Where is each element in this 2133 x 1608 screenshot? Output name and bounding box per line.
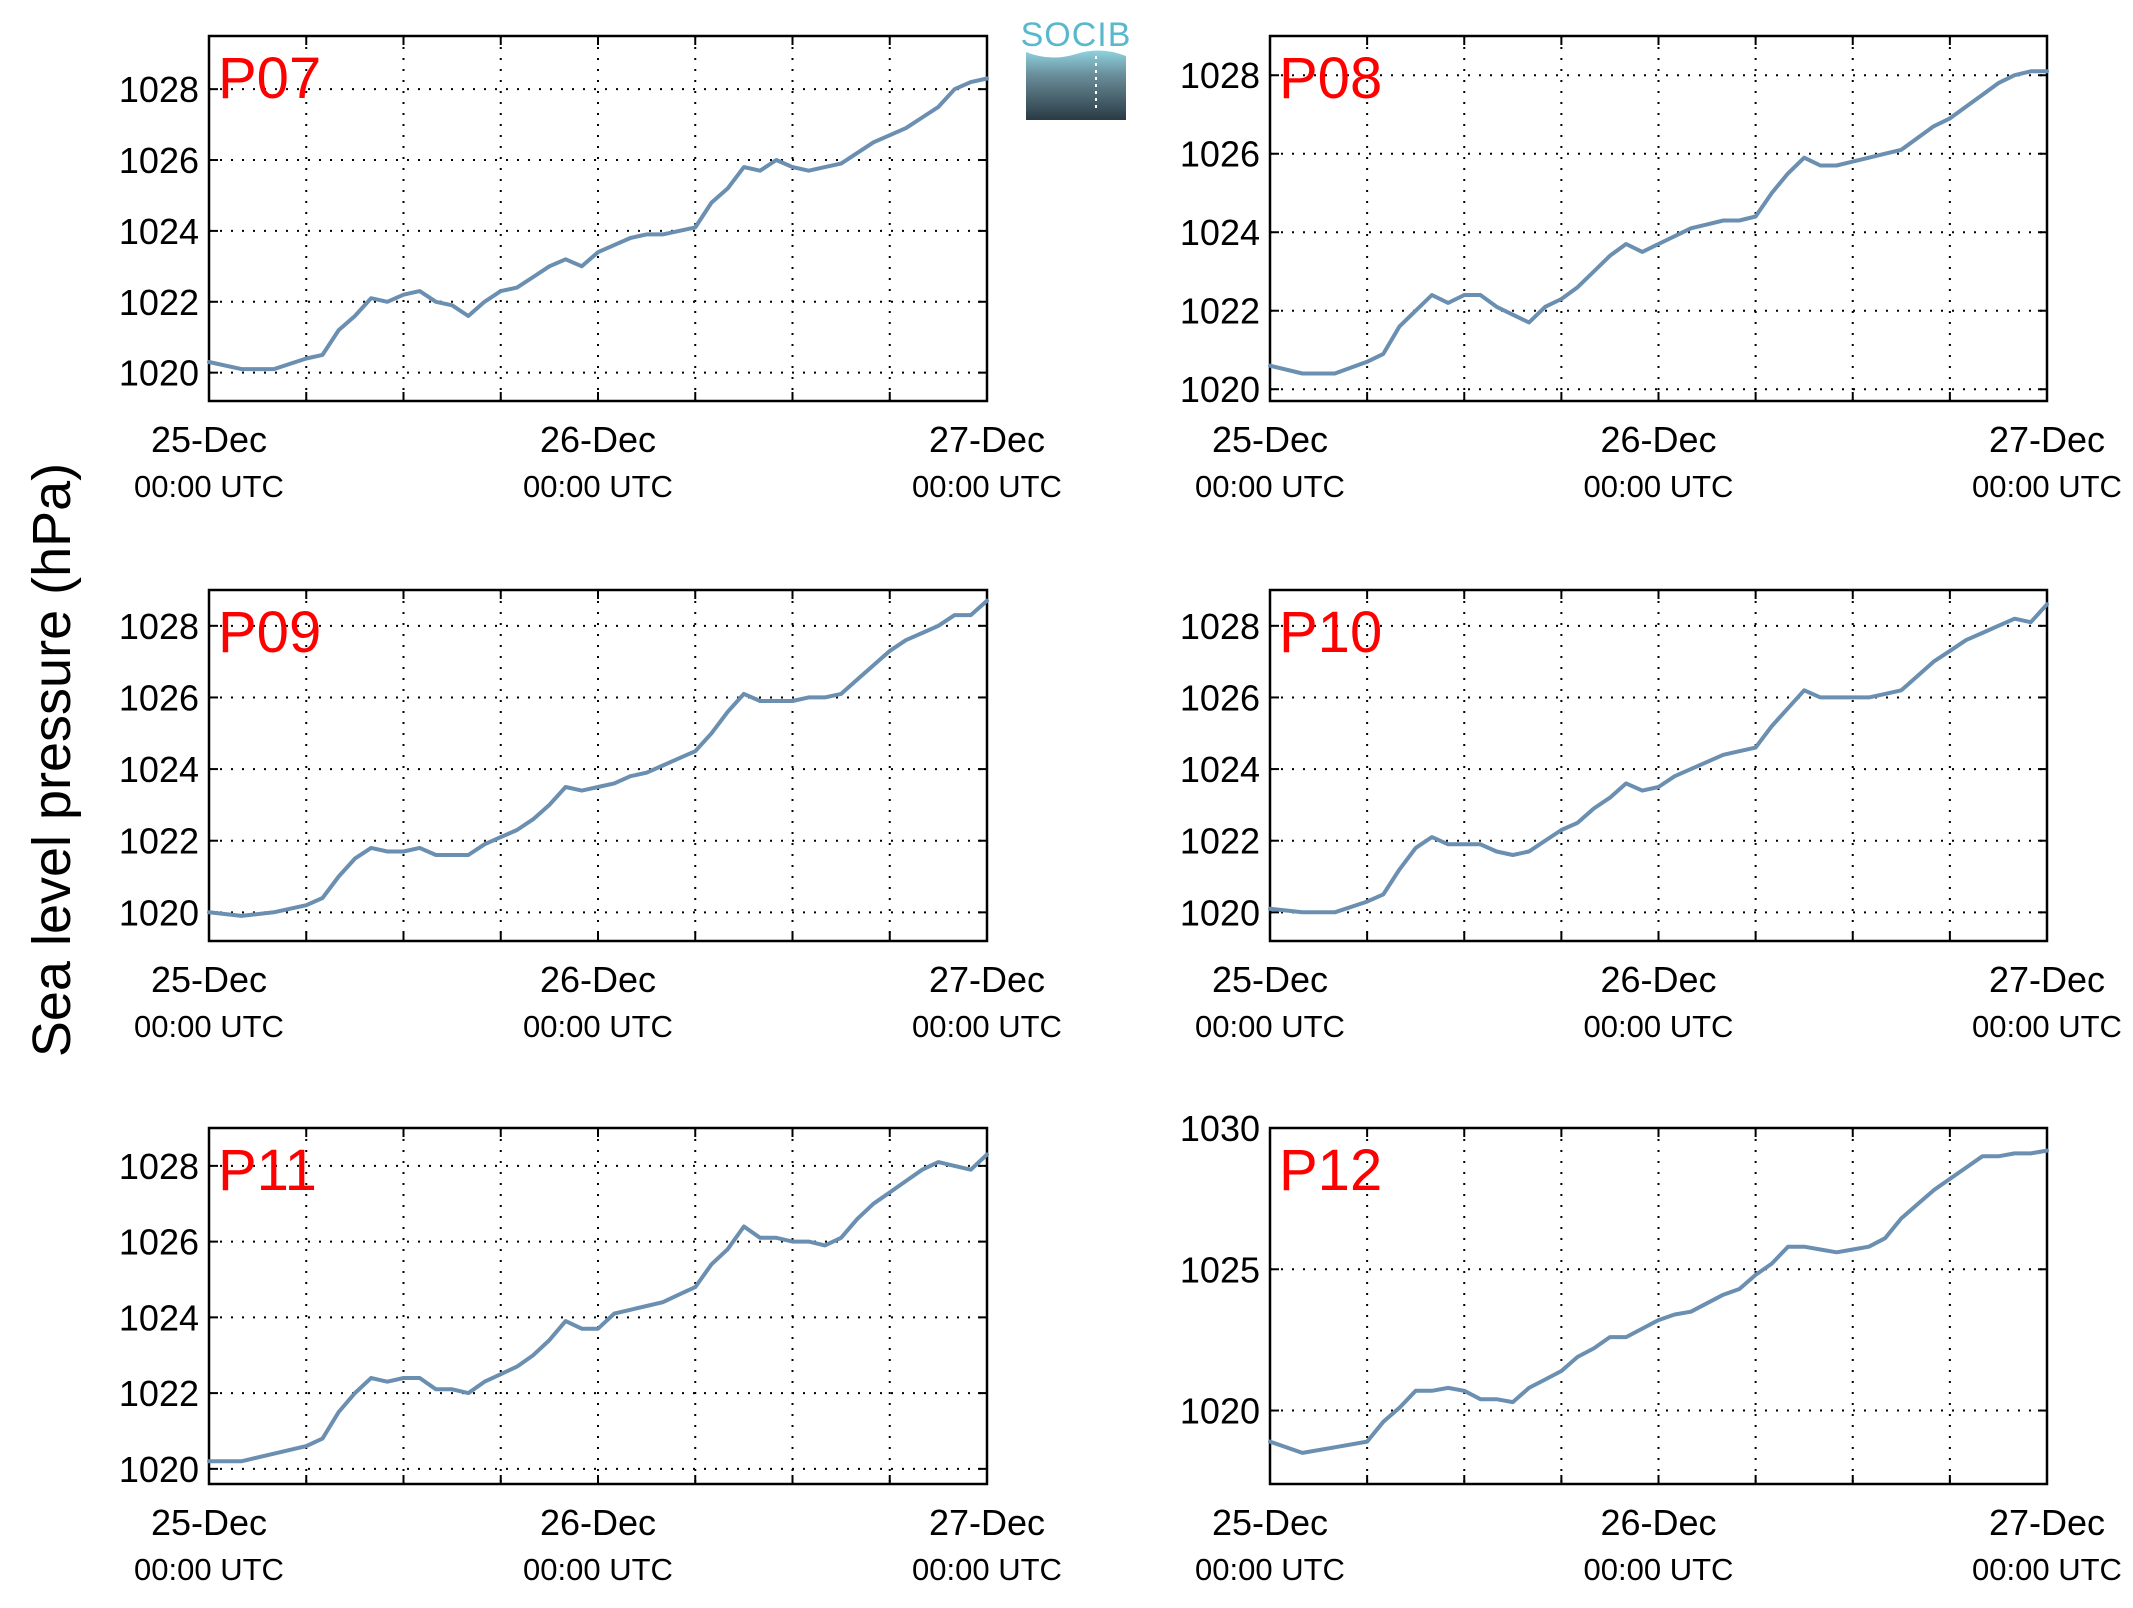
series-line [207,1152,989,1464]
y-tick-label: 1030 [1180,1108,1260,1149]
series-line [1268,1148,2049,1455]
x-tick-label-date: 26-Dec [540,959,656,1000]
x-tick-label-time: 00:00 UTC [134,1552,284,1587]
x-tick-label-date: 25-Dec [1212,1502,1328,1543]
y-tick-label: 1024 [119,749,199,790]
y-tick-label: 1022 [1180,291,1260,332]
x-tick-label-date: 27-Dec [929,959,1045,1000]
x-tick-label-time: 00:00 UTC [1195,1009,1345,1044]
y-tick-label: 1020 [1180,892,1260,933]
x-tick-label-date: 27-Dec [929,419,1045,460]
x-tick-label-time: 00:00 UTC [1584,469,1734,504]
logo-wave-shape [1026,50,1126,120]
panel-p09: 1020 1022 1024 1026 1028 25-Dec 00:00 UTC 26-De… [119,588,1062,1044]
y-tick-label: 1028 [119,1146,199,1187]
y-tick-label: 1020 [1180,1391,1260,1432]
y-tick-label: 1022 [1180,821,1260,862]
x-tick-label-time: 00:00 UTC [1584,1009,1734,1044]
x-tick-label-date: 25-Dec [151,419,267,460]
y-tick-label: 1026 [1180,134,1260,175]
x-tick-label-time: 00:00 UTC [1972,1009,2122,1044]
y-tick-label: 1026 [119,140,199,181]
series-line [207,76,989,372]
x-tick-label-time: 00:00 UTC [1195,469,1345,504]
x-tick-label-date: 26-Dec [1600,419,1716,460]
y-tick-label: 1026 [1180,677,1260,718]
plot-frame [207,34,989,403]
y-tick-label: 1022 [119,821,199,862]
x-tick-label-time: 00:00 UTC [523,1009,673,1044]
series-line [1268,602,2049,915]
y-tick-label: 1024 [119,211,199,252]
x-tick-label-date: 26-Dec [540,419,656,460]
panel-label: P10 [1279,600,1382,665]
x-tick-label-date: 25-Dec [151,1502,267,1543]
logo-text: SOCIB [1021,16,1132,54]
panels: 1020 1022 1024 1026 1028 25-Dec 00:00 UTC 26-De… [119,34,2122,1587]
y-tick-label: 1026 [119,677,199,718]
y-tick-label: 1022 [119,282,199,323]
y-axis-title: Sea level pressure (hPa) [22,463,82,1057]
y-tick-label: 1028 [119,606,199,647]
series-line [207,598,989,918]
y-tick-label: 1026 [119,1222,199,1263]
y-tick-label: 1020 [1180,369,1260,410]
x-tick-label-time: 00:00 UTC [134,1009,284,1044]
x-tick-label-date: 25-Dec [1212,419,1328,460]
panel-label: P11 [218,1138,317,1203]
x-tick-label-date: 27-Dec [1989,419,2105,460]
panel-p12: 1020 1025 1030 25-Dec 00:00 UTC 26-Dec 00:00 U… [1180,1108,2122,1587]
x-tick-label-date: 27-Dec [1989,959,2105,1000]
x-tick-label-time: 00:00 UTC [1584,1552,1734,1587]
panel-p11: 1020 1022 1024 1026 1028 25-Dec 00:00 UTC 26-De… [119,1126,1062,1587]
panel-label: P08 [1279,46,1382,111]
x-tick-label-time: 00:00 UTC [1195,1552,1345,1587]
x-tick-label-date: 27-Dec [929,1502,1045,1543]
panel-p10: 1020 1022 1024 1026 1028 25-Dec 00:00 UTC 26-De… [1180,588,2122,1044]
panel-label: P09 [218,600,321,665]
x-tick-label-date: 26-Dec [540,1502,656,1543]
x-tick-label-time: 00:00 UTC [523,1552,673,1587]
panel-label: P07 [218,46,321,111]
panel-p07: 1020 1022 1024 1026 1028 25-Dec 00:00 UTC 26-De… [119,34,1062,504]
x-tick-label-date: 25-Dec [1212,959,1328,1000]
x-tick-label-time: 00:00 UTC [912,469,1062,504]
x-tick-label-date: 26-Dec [1600,1502,1716,1543]
y-tick-label: 1028 [1180,606,1260,647]
x-tick-label-time: 00:00 UTC [912,1009,1062,1044]
panel-p08: 1020 1022 1024 1026 1028 25-Dec 00:00 UTC 26-De… [1180,34,2122,504]
y-tick-label: 1024 [119,1297,199,1338]
x-tick-label-time: 00:00 UTC [1972,1552,2122,1587]
y-tick-label: 1024 [1180,749,1260,790]
y-tick-label: 1028 [1180,55,1260,96]
y-tick-label: 1025 [1180,1249,1260,1290]
x-tick-label-time: 00:00 UTC [912,1552,1062,1587]
series-line [1268,69,2049,376]
y-tick-label: 1022 [119,1373,199,1414]
x-tick-label-date: 27-Dec [1989,1502,2105,1543]
y-tick-label: 1020 [119,892,199,933]
y-tick-label: 1020 [119,353,199,394]
panel-label: P12 [1279,1138,1382,1203]
y-tick-label: 1024 [1180,212,1260,253]
y-tick-label: 1020 [119,1449,199,1490]
x-tick-label-time: 00:00 UTC [134,469,284,504]
x-tick-label-time: 00:00 UTC [1972,469,2122,504]
x-tick-label-time: 00:00 UTC [523,469,673,504]
x-tick-label-date: 25-Dec [151,959,267,1000]
socib-logo: SOCIB [1021,16,1132,120]
y-tick-label: 1028 [119,69,199,110]
x-tick-label-date: 26-Dec [1600,959,1716,1000]
